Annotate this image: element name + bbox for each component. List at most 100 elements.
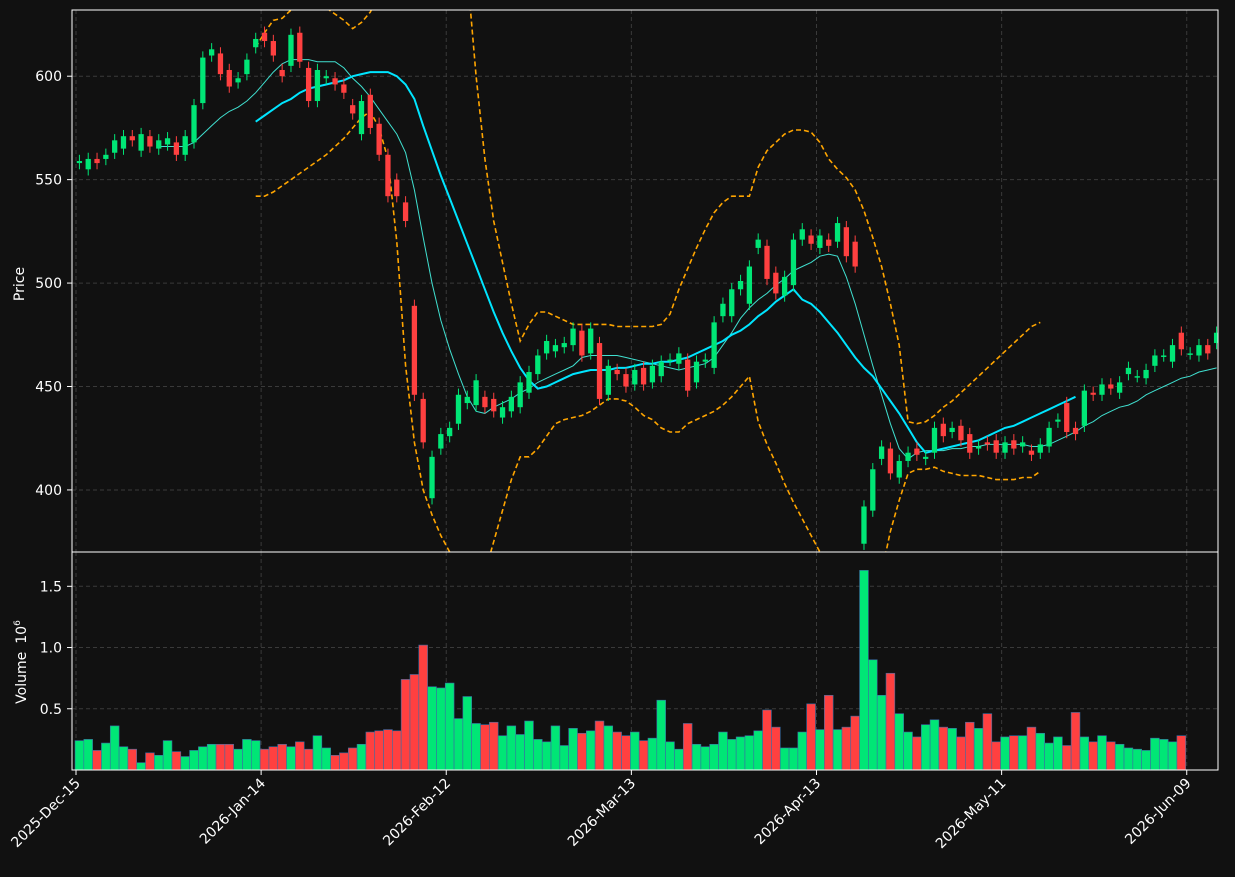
volume-bar: [356, 743, 367, 771]
volume-bar: [585, 730, 596, 771]
candle-body: [1169, 345, 1176, 362]
date-tick-label: 2026-Mar-13: [565, 776, 639, 850]
volume-bar: [1070, 712, 1081, 771]
volume-bar: [991, 741, 1001, 771]
candle-body: [623, 374, 629, 387]
volume-bar: [1167, 741, 1178, 771]
candle-body: [447, 427, 453, 437]
volume-bar: [251, 740, 261, 771]
volume-bar: [268, 746, 279, 771]
volume-bar: [1150, 737, 1160, 771]
volume-multiplier: 10: [14, 626, 30, 644]
volume-bar: [427, 686, 437, 771]
volume-bar: [577, 732, 587, 771]
candle-body: [1116, 382, 1123, 393]
candle-body: [332, 78, 338, 85]
volume-bar: [956, 736, 966, 771]
volume-bar: [1106, 741, 1116, 771]
candle-body: [235, 78, 241, 83]
candle-body: [491, 398, 497, 412]
volume-bar: [480, 724, 490, 771]
candle-body: [949, 427, 955, 433]
volume-bar: [1088, 741, 1098, 771]
volume-bar: [541, 741, 552, 771]
candle-body: [244, 59, 250, 75]
lower-band-line: [255, 110, 1041, 552]
candle-body: [279, 69, 285, 77]
volume-bar: [947, 728, 957, 771]
candle-body: [270, 41, 276, 56]
candle-body: [984, 442, 991, 445]
ma-long-line: [255, 71, 1076, 454]
candle-body: [182, 136, 188, 155]
volume-bar: [215, 743, 226, 771]
volume-bar: [506, 725, 517, 771]
volume-bar: [594, 720, 605, 771]
candle-body: [746, 266, 753, 304]
volume-bar: [101, 742, 111, 771]
candle-body: [1081, 390, 1088, 426]
price-tick-label: 550: [35, 173, 62, 189]
candle-body: [1002, 442, 1008, 453]
candle-body: [297, 32, 303, 62]
volume-bar: [418, 644, 428, 771]
volume-bar: [665, 741, 675, 771]
candle-body: [1205, 345, 1211, 354]
date-tick-label: 2026-Jan-14: [197, 775, 269, 847]
candle-body: [438, 434, 444, 449]
price-axis-ticks: 400 450 500 550 600: [35, 69, 72, 499]
candle-body: [1020, 442, 1026, 447]
volume-bar: [630, 731, 640, 771]
candle-body: [1143, 369, 1149, 379]
candle-body: [790, 239, 797, 286]
candle-body: [579, 330, 585, 356]
price-tick-label: 450: [35, 380, 62, 396]
candle-body: [164, 138, 171, 145]
volume-bar: [938, 726, 949, 771]
volume-grid: [72, 552, 1218, 770]
volume-bar: [409, 674, 420, 771]
volume-bar: [718, 731, 728, 771]
volume-bar: [154, 755, 164, 771]
volume-bar: [550, 725, 561, 771]
volume-bar: [559, 745, 569, 771]
candle-body: [561, 343, 567, 348]
volume-bar: [709, 743, 719, 771]
candle-body: [905, 452, 911, 461]
candle-body: [1161, 355, 1167, 357]
candle-body: [870, 469, 876, 511]
candle-body: [755, 239, 761, 248]
candle-body: [208, 49, 215, 56]
volume-bar: [647, 737, 658, 771]
candle-body: [640, 367, 647, 385]
volume-bar: [850, 715, 860, 771]
candle-body: [112, 140, 118, 153]
volume-bar: [568, 728, 578, 771]
volume-bar: [1114, 743, 1125, 771]
candle-body: [711, 322, 717, 368]
volume-bar: [374, 730, 384, 771]
candle-body: [737, 281, 744, 290]
candle-body: [1055, 419, 1061, 422]
volume-bar: [471, 723, 481, 771]
candlesticks: [76, 26, 1218, 550]
candle-body: [914, 448, 920, 455]
candle-body: [808, 235, 814, 244]
volume-bar: [735, 736, 746, 771]
volume-bar: [638, 740, 649, 771]
candle-body: [975, 446, 982, 449]
candle-body: [993, 440, 999, 453]
volume-bar: [832, 729, 843, 771]
volume-bar: [462, 696, 472, 771]
candle-body: [226, 69, 232, 87]
candle-body: [191, 105, 197, 143]
candle-body: [156, 140, 162, 149]
volume-bar: [497, 735, 508, 771]
candle-body: [305, 67, 312, 102]
volume-bar: [700, 746, 711, 771]
volume-bar: [74, 740, 85, 771]
volume-bar: [779, 747, 790, 771]
volume-bar: [912, 736, 922, 771]
volume-bar: [533, 739, 543, 771]
